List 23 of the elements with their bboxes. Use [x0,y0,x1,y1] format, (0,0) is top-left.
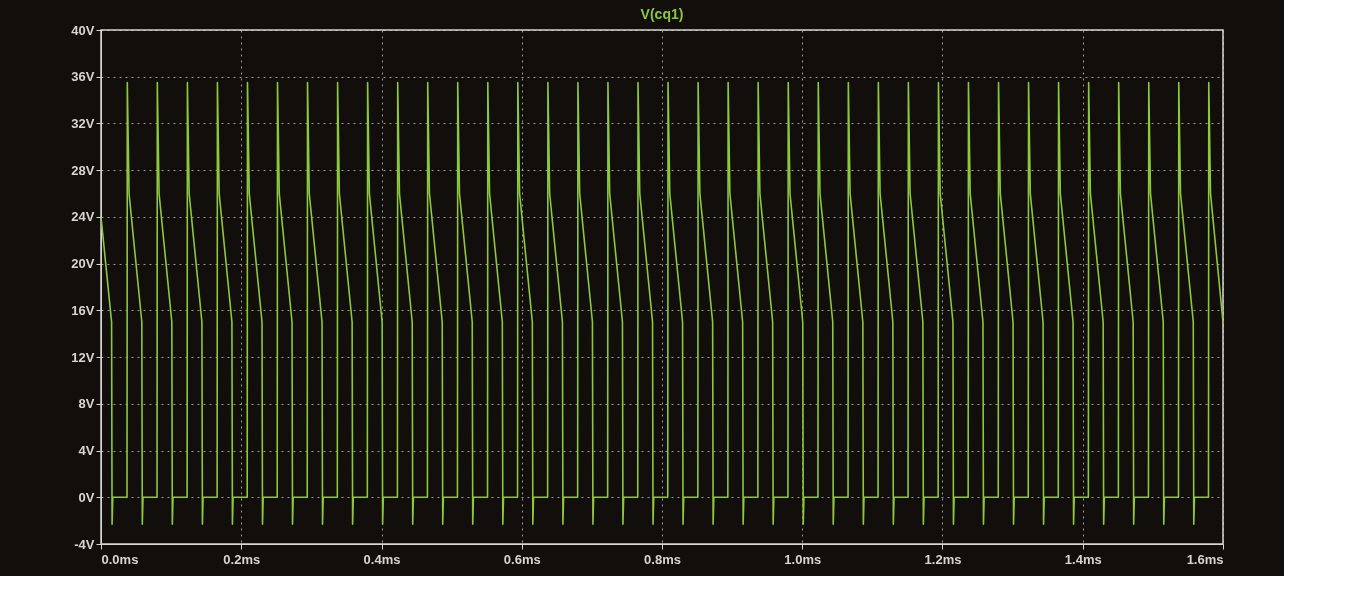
y-tick-label: 40V [71,22,95,38]
y-tick-label: 24V [71,209,95,225]
x-tick-label: 0.8ms [644,551,681,567]
x-tick-label: 0.4ms [363,551,401,567]
y-tick-label: 36V [71,69,95,85]
x-tick-label: 0.6ms [503,551,541,567]
chart-title: V(cq1) [640,6,684,22]
x-tick-label: 1.6ms [1186,551,1224,567]
y-tick-label: 20V [71,256,95,272]
y-tick-label: 32V [71,115,95,131]
y-tick-label: 12V [71,349,95,365]
y-tick-label: 8V [78,396,95,412]
x-tick-label: 0.2ms [223,551,261,567]
x-tick-label: 1.4ms [1064,551,1102,567]
y-tick-label: 0V [78,489,95,505]
x-tick-label: 1.2ms [924,551,962,567]
line-series [101,81,1223,525]
y-tick-label: 28V [71,162,95,178]
y-tick-label: -4V [74,536,95,552]
x-tick-label: 0.0ms [101,551,139,567]
x-tick-label: 1.0ms [784,551,822,567]
y-tick-label: 4V [78,443,95,459]
y-tick-label: 16V [71,302,95,318]
